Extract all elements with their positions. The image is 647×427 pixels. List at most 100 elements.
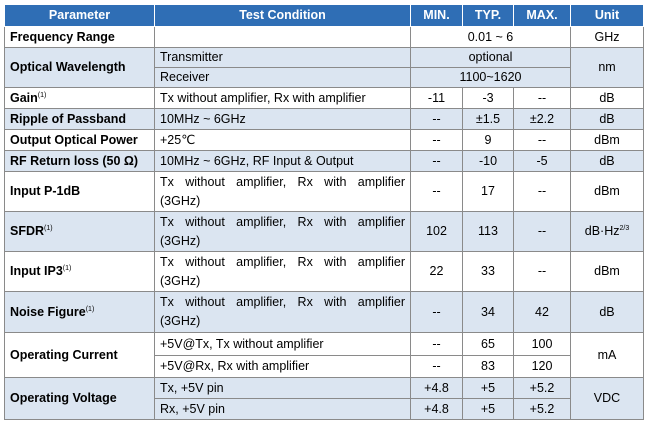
condition-cell	[154, 26, 411, 48]
condition-cell: Tx without amplifier, Rx with amplifier …	[154, 171, 411, 212]
max-cell: --	[513, 211, 571, 252]
max-cell: -5	[513, 150, 571, 172]
min-cell: --	[410, 129, 463, 151]
min-cell: +4.8	[410, 398, 463, 420]
condition-cell: Receiver	[154, 67, 411, 88]
condition-cell: Tx without amplifier, Rx with amplifier …	[154, 211, 411, 252]
unit-text: dB	[599, 90, 615, 105]
parameter-cell: Input P-1dB	[4, 171, 155, 212]
header-cell: Unit	[570, 4, 644, 27]
condition-cell: Rx, +5V pin	[154, 398, 411, 420]
table-row: RF Return loss (50 Ω) 10MHz ~ 6GHz, RF In…	[4, 150, 644, 172]
typ-cell: 83	[462, 355, 514, 378]
parameter-cell: Operating Current	[4, 332, 155, 378]
min-cell: 22	[410, 251, 463, 292]
max-cell: --	[513, 129, 571, 151]
unit-cell: dB	[570, 150, 644, 172]
max-cell: 100	[513, 332, 571, 356]
unit-text: GHz	[594, 29, 620, 44]
max-cell: +5.2	[513, 398, 571, 420]
max-cell: --	[513, 171, 571, 212]
unit-text: nm	[598, 60, 616, 74]
unit-text: dB	[599, 153, 615, 168]
unit-cell: mA	[570, 332, 644, 378]
table-row: Operating Voltage Tx, +5V pin +4.8 +5 +5.2 VD…	[4, 377, 644, 420]
footnote-mark: (1)	[62, 265, 72, 272]
typ-cell: 113	[462, 211, 514, 252]
parameter-name: Input P-1dB	[10, 184, 81, 198]
condition-cell: Tx without amplifier, Rx with amplifier …	[154, 291, 411, 333]
table-row: Input P-1dB Tx without amplifier, Rx with…	[4, 171, 644, 212]
parameter-cell: Noise Figure(1)	[4, 291, 155, 333]
header-cell: MAX.	[513, 4, 571, 27]
unit-text: dB·Hz	[584, 224, 620, 238]
max-cell: +5.2	[513, 377, 571, 399]
unit-exponent: 2/3	[619, 225, 630, 232]
typ-cell: ±1.5	[462, 108, 514, 130]
parameter-name: RF Return loss (50 Ω)	[10, 153, 139, 168]
unit-text: VDC	[593, 391, 621, 405]
max-cell: 120	[513, 355, 571, 378]
condition-cell: +5V@Tx, Tx without amplifier	[154, 332, 411, 356]
table-row: SFDR(1) Tx without amplifier, Rx with amp…	[4, 211, 644, 252]
parameter-cell: RF Return loss (50 Ω)	[4, 150, 155, 172]
unit-text: dBm	[594, 132, 620, 147]
unit-text: dBm	[594, 184, 620, 198]
unit-cell: dB	[570, 291, 644, 333]
parameter-name: Frequency Range	[10, 29, 115, 44]
footnote-mark: (1)	[85, 305, 95, 313]
typ-cell: -3	[462, 87, 514, 109]
range-cell: 0.01 ~ 6	[410, 26, 571, 48]
table-row: Gain(1) Tx without amplifier, Rx with amp…	[4, 87, 644, 109]
parameter-cell: Output Optical Power	[4, 129, 155, 151]
max-cell: --	[513, 87, 571, 109]
condition-cell: Tx, +5V pin	[154, 377, 411, 399]
parameter-name: Noise Figure	[10, 304, 86, 319]
parameter-name: SFDR	[10, 224, 45, 238]
table-row: Noise Figure(1) Tx without amplifier, Rx …	[4, 291, 644, 333]
header-row: Parameter Test Condition MIN. TYP. MAX. Unit	[4, 4, 644, 27]
unit-text: dB	[599, 111, 615, 126]
parameter-cell: Optical Wavelength	[4, 47, 155, 88]
table-row: Frequency Range 0.01 ~ 6 GHz	[4, 26, 644, 48]
condition-cell: Tx without amplifier, Rx with amplifier …	[154, 251, 411, 292]
unit-cell: dB	[570, 108, 644, 130]
table-row: Output Optical Power +25℃ -- 9 -- dBm	[4, 129, 644, 151]
condition-cell: Transmitter	[154, 47, 411, 68]
min-cell: +4.8	[410, 377, 463, 399]
parameter-name: Optical Wavelength	[10, 60, 126, 74]
unit-text: dBm	[594, 264, 620, 278]
max-cell: --	[513, 251, 571, 292]
typ-cell: 65	[462, 332, 514, 356]
unit-cell: dBm	[570, 171, 644, 212]
parameter-cell: Input IP3(1)	[4, 251, 155, 292]
parameter-name: Output Optical Power	[10, 132, 138, 147]
min-cell: 102	[410, 211, 463, 252]
header-cell: TYP.	[462, 4, 514, 27]
typ-cell: 34	[462, 291, 514, 333]
unit-cell: GHz	[570, 26, 644, 48]
max-cell: 42	[513, 291, 571, 333]
parameter-name: Operating Current	[10, 347, 118, 362]
table-row: Receiver 1100~1620	[5, 67, 644, 88]
parameter-cell: Gain(1)	[4, 87, 155, 109]
min-cell: --	[410, 108, 463, 130]
min-cell: --	[410, 332, 463, 356]
typ-cell: +5	[462, 398, 514, 420]
typ-cell: 9	[462, 129, 514, 151]
footnote-mark: (1)	[44, 225, 53, 232]
min-cell: --	[410, 171, 463, 212]
typ-cell: -10	[462, 150, 514, 172]
min-cell: --	[410, 291, 463, 333]
unit-cell: nm	[570, 47, 644, 88]
unit-cell: dB·Hz2/3	[570, 211, 644, 252]
header-cell: MIN.	[410, 4, 463, 27]
parameter-cell: Frequency Range	[4, 26, 155, 48]
unit-text: mA	[597, 347, 617, 362]
spec-table: Parameter Test Condition MIN. TYP. MAX. Unit …	[4, 4, 644, 420]
parameter-cell: Ripple of Passband	[4, 108, 155, 130]
header-cell: Test Condition	[154, 4, 411, 27]
unit-cell: dBm	[570, 129, 644, 151]
min-cell: -11	[410, 87, 463, 109]
